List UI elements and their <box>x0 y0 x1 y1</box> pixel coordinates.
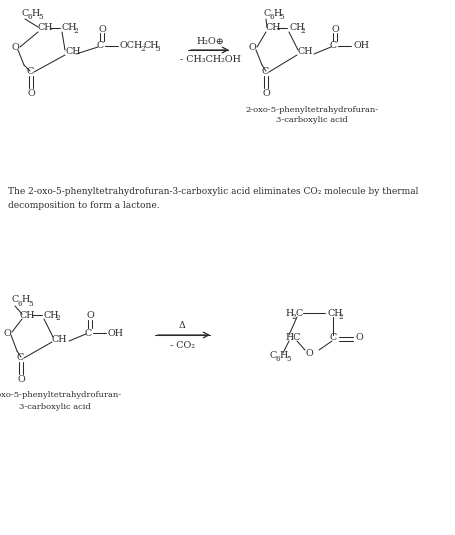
Text: 3-carboxylic acid: 3-carboxylic acid <box>19 403 91 411</box>
Text: O: O <box>331 25 339 34</box>
Text: O: O <box>3 328 11 338</box>
Text: CH: CH <box>327 309 343 317</box>
Text: OCH: OCH <box>120 42 143 50</box>
Text: O: O <box>11 42 19 51</box>
Text: 5: 5 <box>286 355 291 363</box>
Text: The 2-oxo-5-phenyltetrahydrofuran-3-carboxylic acid eliminates CO₂ molecule by t: The 2-oxo-5-phenyltetrahydrofuran-3-carb… <box>8 187 419 196</box>
Text: C: C <box>261 67 268 77</box>
Text: 2-oxo-5-phenyltetrahydrofuran-: 2-oxo-5-phenyltetrahydrofuran- <box>0 391 121 399</box>
Text: O: O <box>17 374 25 384</box>
Text: C: C <box>26 67 34 77</box>
Text: H: H <box>280 350 288 360</box>
Text: O: O <box>262 88 270 97</box>
Text: CH: CH <box>65 48 81 57</box>
Text: CH: CH <box>297 48 313 57</box>
Text: OH: OH <box>353 42 369 50</box>
Text: O: O <box>355 332 363 341</box>
Text: C: C <box>12 295 19 304</box>
Text: 2: 2 <box>73 27 78 35</box>
Text: C: C <box>16 354 24 363</box>
Text: C: C <box>263 9 270 18</box>
Text: O: O <box>27 88 35 97</box>
Text: H: H <box>22 295 30 304</box>
Text: CH: CH <box>20 310 35 319</box>
Text: H: H <box>285 309 293 317</box>
Text: C: C <box>84 328 91 338</box>
Text: 2: 2 <box>338 313 343 321</box>
Text: CH: CH <box>38 24 54 33</box>
Text: CH: CH <box>265 24 280 33</box>
Text: 6: 6 <box>269 13 273 21</box>
Text: 2: 2 <box>55 314 60 322</box>
Text: CH: CH <box>289 24 304 33</box>
Text: CH: CH <box>44 310 60 319</box>
Text: 5: 5 <box>279 13 283 21</box>
Text: decomposition to form a lactone.: decomposition to form a lactone. <box>8 201 160 210</box>
Text: 2-oxo-5-phenyltetrahydrofuran-: 2-oxo-5-phenyltetrahydrofuran- <box>245 106 379 114</box>
Text: Δ: Δ <box>178 322 186 331</box>
Text: H: H <box>273 9 281 18</box>
Text: C: C <box>329 42 337 50</box>
Text: 3: 3 <box>155 45 160 53</box>
Text: O: O <box>98 25 106 34</box>
Text: CH: CH <box>52 334 67 343</box>
Text: 5: 5 <box>28 300 33 308</box>
Text: 2: 2 <box>140 45 145 53</box>
Text: 6: 6 <box>18 300 23 308</box>
Text: C: C <box>96 42 104 50</box>
Text: C: C <box>329 332 337 341</box>
Text: 2: 2 <box>291 313 296 321</box>
Text: O: O <box>305 348 313 357</box>
Text: O: O <box>86 311 94 320</box>
Text: 5: 5 <box>38 13 43 21</box>
Text: CH: CH <box>144 42 160 50</box>
Text: C: C <box>295 309 302 317</box>
Text: 6: 6 <box>276 355 281 363</box>
Text: H₂O⊕: H₂O⊕ <box>196 36 224 45</box>
Text: 2: 2 <box>300 27 305 35</box>
Text: O: O <box>248 42 256 51</box>
Text: H: H <box>32 9 40 18</box>
Text: OH: OH <box>108 328 124 338</box>
Text: - CH₃CH₂OH: - CH₃CH₂OH <box>180 55 240 64</box>
Text: 3-carboxylic acid: 3-carboxylic acid <box>276 116 348 124</box>
Text: C: C <box>22 9 29 18</box>
Text: CH: CH <box>62 24 77 33</box>
Text: 6: 6 <box>28 13 33 21</box>
Text: C: C <box>270 350 277 360</box>
Text: - CO₂: - CO₂ <box>170 340 194 349</box>
Text: HC: HC <box>285 332 300 341</box>
